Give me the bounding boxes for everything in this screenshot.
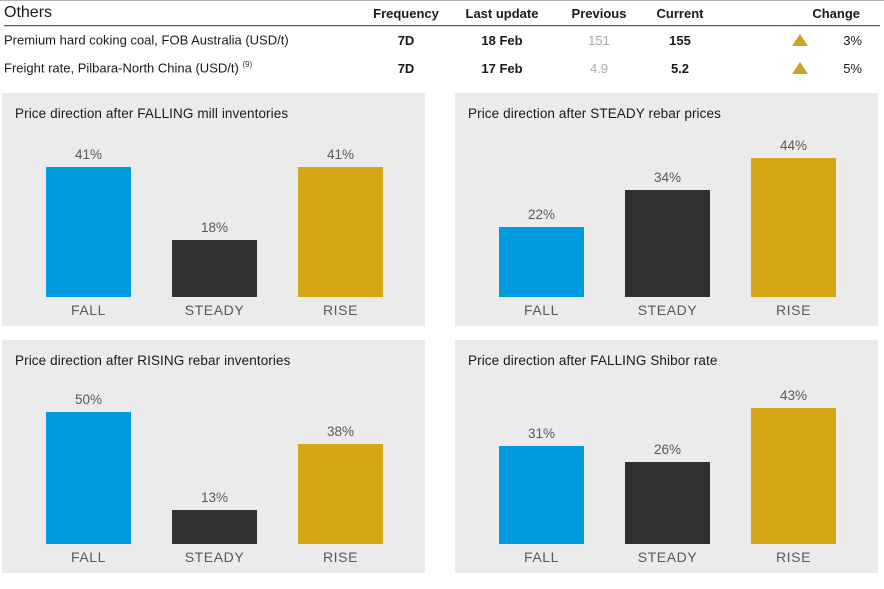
change-cell: 5% (720, 61, 880, 76)
series-name-text: Freight rate, Pilbara-North China (USD/t… (4, 60, 239, 76)
category-label-steady: STEADY (637, 549, 698, 565)
bar-column-steady: 26% (625, 442, 710, 544)
category-label-rise: RISE (775, 549, 812, 565)
change-cell: 3% (720, 33, 880, 48)
chart-category-labels: FALL STEADY RISE (46, 302, 383, 318)
col-header-frequency: Frequency (373, 5, 439, 21)
bar-rise (298, 444, 383, 544)
series-name: Freight rate, Pilbara-North China (USD/t… (4, 60, 366, 75)
bar-column-rise: 38% (298, 424, 383, 544)
category-label-fall: FALL (70, 302, 107, 318)
table-title: Others (4, 4, 53, 21)
bar-fall (46, 167, 131, 297)
series-name-text: Premium hard coking coal, FOB Australia … (4, 32, 289, 48)
chart-rising-rebar-inventories: Price direction after RISING rebar inven… (2, 340, 425, 573)
bar-fall (46, 412, 131, 544)
bar-value-label-steady: 26% (653, 442, 682, 457)
bar-column-fall: 50% (46, 392, 131, 544)
change-percent: 3% (843, 32, 862, 48)
footnote-ref: (9) (242, 60, 253, 70)
bar-value-label-rise: 44% (779, 138, 808, 153)
bar-column-fall: 41% (46, 147, 131, 297)
bar-value-label-steady: 18% (200, 220, 229, 235)
chart-category-labels: FALL STEADY RISE (499, 302, 836, 318)
chart-category-labels: FALL STEADY RISE (46, 549, 383, 565)
bar-value-label-steady: 34% (653, 170, 682, 185)
chart-title: Price direction after FALLING Shibor rat… (468, 353, 718, 368)
up-triangle-icon (792, 34, 808, 46)
chart-plot: 22% 34% 44% (499, 138, 836, 297)
chart-plot: 31% 26% 43% (499, 386, 836, 544)
bar-value-label-rise: 43% (779, 388, 808, 403)
change-percent: 5% (843, 60, 862, 76)
bar-value-label-steady: 13% (200, 490, 229, 505)
bar-column-rise: 43% (751, 388, 836, 544)
bar-column-steady: 13% (172, 490, 257, 544)
bar-value-label-fall: 41% (74, 147, 103, 162)
bar-column-fall: 31% (499, 426, 584, 544)
bar-fall (499, 227, 584, 297)
up-triangle-icon (792, 62, 808, 74)
table-row-coking-coal: Premium hard coking coal, FOB Australia … (4, 26, 880, 54)
chart-title: Price direction after RISING rebar inven… (15, 353, 291, 368)
category-label-steady: STEADY (184, 549, 245, 565)
category-label-steady: STEADY (637, 302, 698, 318)
bar-rise (298, 167, 383, 297)
category-label-rise: RISE (322, 549, 359, 565)
bar-column-fall: 22% (499, 207, 584, 297)
bar-column-steady: 18% (172, 220, 257, 297)
series-name: Premium hard coking coal, FOB Australia … (4, 32, 366, 48)
bar-column-rise: 44% (751, 138, 836, 297)
chart-falling-shibor-rate: Price direction after FALLING Shibor rat… (455, 340, 878, 573)
others-table: Others Frequency Last update Previous Cu… (0, 0, 884, 82)
bar-column-steady: 34% (625, 170, 710, 297)
table-row-freight-rate: Freight rate, Pilbara-North China (USD/t… (4, 54, 880, 82)
frequency-value: 7D (397, 32, 415, 48)
bar-value-label-rise: 41% (326, 147, 355, 162)
bar-steady (172, 240, 257, 297)
chart-plot: 50% 13% 38% (46, 386, 383, 544)
previous-value: 151 (588, 32, 610, 48)
bar-value-label-rise: 38% (326, 424, 355, 439)
current-value: 155 (669, 32, 691, 48)
bar-rise (751, 408, 836, 544)
bar-steady (172, 510, 257, 544)
category-label-steady: STEADY (184, 302, 245, 318)
bar-rise (751, 158, 836, 297)
charts-grid: Price direction after FALLING mill inven… (2, 93, 878, 573)
chart-title: Price direction after STEADY rebar price… (468, 106, 721, 121)
bar-value-label-fall: 50% (74, 392, 103, 407)
category-label-fall: FALL (523, 302, 560, 318)
last-update-value: 18 Feb (481, 32, 523, 48)
bar-fall (499, 446, 584, 544)
bar-steady (625, 190, 710, 297)
category-label-rise: RISE (322, 302, 359, 318)
chart-category-labels: FALL STEADY RISE (499, 549, 836, 565)
category-label-fall: FALL (70, 549, 107, 565)
bar-value-label-fall: 31% (527, 426, 556, 441)
bar-steady (625, 462, 710, 544)
col-header-current: Current (656, 5, 704, 21)
previous-value: 4.9 (589, 60, 609, 76)
col-header-change: Change (812, 5, 860, 21)
frequency-value: 7D (397, 60, 415, 76)
col-header-previous: Previous (571, 5, 627, 21)
category-label-fall: FALL (523, 549, 560, 565)
chart-steady-rebar-prices: Price direction after STEADY rebar price… (455, 93, 878, 326)
chart-falling-mill-inventories: Price direction after FALLING mill inven… (2, 93, 425, 326)
bar-value-label-fall: 22% (527, 207, 556, 222)
category-label-rise: RISE (775, 302, 812, 318)
table-header-row: Others Frequency Last update Previous Cu… (4, 1, 880, 26)
current-value: 5.2 (670, 60, 690, 76)
chart-title: Price direction after FALLING mill inven… (15, 106, 289, 121)
bar-column-rise: 41% (298, 147, 383, 297)
chart-plot: 41% 18% 41% (46, 139, 383, 297)
col-header-last-update: Last update (465, 5, 539, 21)
last-update-value: 17 Feb (481, 60, 523, 76)
